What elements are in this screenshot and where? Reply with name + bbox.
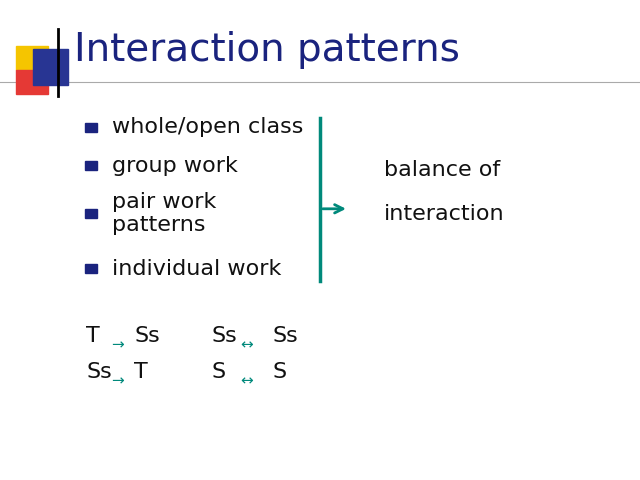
Text: pair work
patterns: pair work patterns <box>112 192 216 235</box>
Text: →: → <box>111 373 124 388</box>
Text: T: T <box>134 362 148 382</box>
Text: whole/open class: whole/open class <box>112 117 303 137</box>
Text: individual work: individual work <box>112 259 282 279</box>
Text: Ss: Ss <box>86 362 112 382</box>
Bar <box>85 123 97 132</box>
Text: Ss: Ss <box>211 326 237 346</box>
Text: ↔: ↔ <box>240 373 253 388</box>
Text: Ss: Ss <box>272 326 298 346</box>
Text: S: S <box>272 362 286 382</box>
Text: →: → <box>111 337 124 352</box>
Bar <box>33 49 68 85</box>
Bar <box>85 264 97 273</box>
Text: ↔: ↔ <box>240 337 253 352</box>
Text: balance of: balance of <box>384 160 500 180</box>
Bar <box>85 161 97 170</box>
Text: Interaction patterns: Interaction patterns <box>74 31 460 70</box>
Bar <box>85 209 97 218</box>
Text: interaction: interaction <box>384 204 504 224</box>
Bar <box>16 70 48 94</box>
Text: group work: group work <box>112 156 238 176</box>
Text: T: T <box>86 326 100 346</box>
Text: Ss: Ss <box>134 326 160 346</box>
Text: S: S <box>211 362 225 382</box>
Bar <box>16 46 48 70</box>
